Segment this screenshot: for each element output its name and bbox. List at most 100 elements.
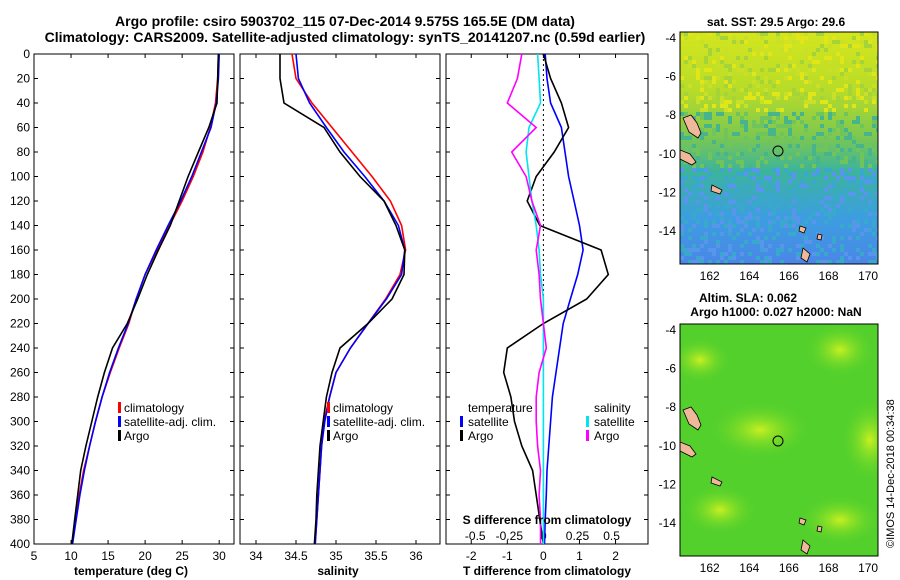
sst-pixel bbox=[680, 132, 684, 136]
y-tick-label: 260 bbox=[10, 366, 30, 380]
sst-pixel bbox=[704, 196, 708, 200]
sst-pixel bbox=[764, 80, 768, 84]
sst-pixel bbox=[840, 132, 844, 136]
sst-pixel bbox=[708, 172, 712, 176]
sst-pixel bbox=[752, 176, 756, 180]
sst-pixel bbox=[768, 132, 772, 136]
sst-pixel bbox=[760, 100, 764, 104]
sst-pixel bbox=[708, 212, 712, 216]
sst-pixel bbox=[728, 116, 732, 120]
sst-pixel bbox=[688, 56, 692, 60]
sst-pixel bbox=[688, 136, 692, 140]
sst-pixel bbox=[736, 220, 740, 224]
sst-pixel bbox=[792, 88, 796, 92]
sst-pixel bbox=[704, 112, 708, 116]
sst-pixel bbox=[708, 156, 712, 160]
sst-pixel bbox=[768, 212, 772, 216]
sst-pixel bbox=[740, 164, 744, 168]
sst-pixel bbox=[804, 240, 808, 244]
sst-pixel bbox=[732, 64, 736, 68]
sst-pixel bbox=[728, 232, 732, 236]
sst-pixel bbox=[840, 160, 844, 164]
sst-pixel bbox=[692, 168, 696, 172]
sst-pixel bbox=[828, 44, 832, 48]
sst-pixel bbox=[824, 40, 828, 44]
sst-pixel bbox=[728, 192, 732, 196]
sst-pixel bbox=[684, 136, 688, 140]
map-lat-tick-label: -10 bbox=[659, 147, 677, 161]
sst-pixel bbox=[764, 152, 768, 156]
sst-pixel bbox=[712, 252, 716, 256]
sst-pixel bbox=[788, 248, 792, 252]
sst-pixel bbox=[780, 224, 784, 228]
sst-pixel bbox=[840, 244, 844, 248]
sst-pixel bbox=[876, 44, 878, 48]
sst-pixel bbox=[840, 256, 844, 260]
sst-pixel bbox=[828, 116, 832, 120]
sst-pixel bbox=[764, 116, 768, 120]
sst-pixel bbox=[844, 128, 848, 132]
sst-pixel bbox=[748, 64, 752, 68]
sst-pixel bbox=[796, 184, 800, 188]
sst-pixel bbox=[868, 252, 872, 256]
sst-pixel bbox=[864, 164, 868, 168]
sst-pixel bbox=[720, 96, 724, 100]
sst-pixel bbox=[796, 256, 800, 260]
sst-pixel bbox=[764, 108, 768, 112]
sst-pixel bbox=[812, 212, 816, 216]
sst-pixel bbox=[828, 128, 832, 132]
sst-pixel bbox=[788, 68, 792, 72]
sst-pixel bbox=[876, 188, 878, 192]
sst-pixel bbox=[788, 132, 792, 136]
legend-label-satellite: satellite-adj. clim. bbox=[333, 415, 425, 429]
sst-pixel bbox=[728, 80, 732, 84]
sst-pixel bbox=[680, 176, 684, 180]
y-tick-label: 0 bbox=[23, 47, 30, 61]
temperature-panel bbox=[33, 53, 235, 545]
sst-pixel bbox=[876, 212, 878, 216]
sst-pixel bbox=[784, 36, 788, 40]
y-tick-label: 220 bbox=[10, 317, 30, 331]
legend-swatch-satellite bbox=[118, 416, 121, 427]
sst-pixel bbox=[700, 260, 704, 264]
sst-pixel bbox=[728, 248, 732, 252]
sst-pixel bbox=[852, 136, 856, 140]
sst-pixel bbox=[700, 40, 704, 44]
sla-map bbox=[680, 324, 878, 556]
sst-pixel bbox=[760, 228, 764, 232]
sst-pixel bbox=[748, 68, 752, 72]
sst-pixel bbox=[828, 56, 832, 60]
sst-pixel bbox=[712, 128, 716, 132]
sst-pixel bbox=[736, 188, 740, 192]
y-tick-label: 160 bbox=[10, 243, 30, 257]
map-lat-tick-label: -6 bbox=[665, 361, 676, 375]
sst-pixel bbox=[788, 140, 792, 144]
sst-pixel bbox=[864, 180, 868, 184]
sst-pixel bbox=[760, 156, 764, 160]
sst-pixel bbox=[776, 184, 780, 188]
sst-pixel bbox=[848, 136, 852, 140]
sst-pixel bbox=[760, 244, 764, 248]
sst-pixel bbox=[836, 68, 840, 72]
sst-pixel bbox=[860, 176, 864, 180]
sst-pixel bbox=[808, 56, 812, 60]
sst-pixel bbox=[740, 116, 744, 120]
sst-pixel bbox=[824, 108, 828, 112]
sst-pixel bbox=[708, 112, 712, 116]
sst-pixel bbox=[684, 248, 688, 252]
sst-pixel bbox=[824, 204, 828, 208]
sst-pixel bbox=[868, 176, 872, 180]
sst-pixel bbox=[780, 244, 784, 248]
sst-pixel bbox=[872, 72, 876, 76]
sst-pixel bbox=[760, 248, 764, 252]
sst-pixel bbox=[688, 252, 692, 256]
sst-pixel bbox=[800, 136, 804, 140]
sst-pixel bbox=[720, 252, 724, 256]
island-shape bbox=[800, 539, 811, 555]
sst-pixel bbox=[804, 220, 808, 224]
series-line-s-argo bbox=[506, 53, 548, 544]
sst-pixel bbox=[700, 112, 704, 116]
sst-pixel bbox=[712, 48, 716, 52]
sst-pixel bbox=[852, 220, 856, 224]
sst-pixel bbox=[776, 108, 780, 112]
